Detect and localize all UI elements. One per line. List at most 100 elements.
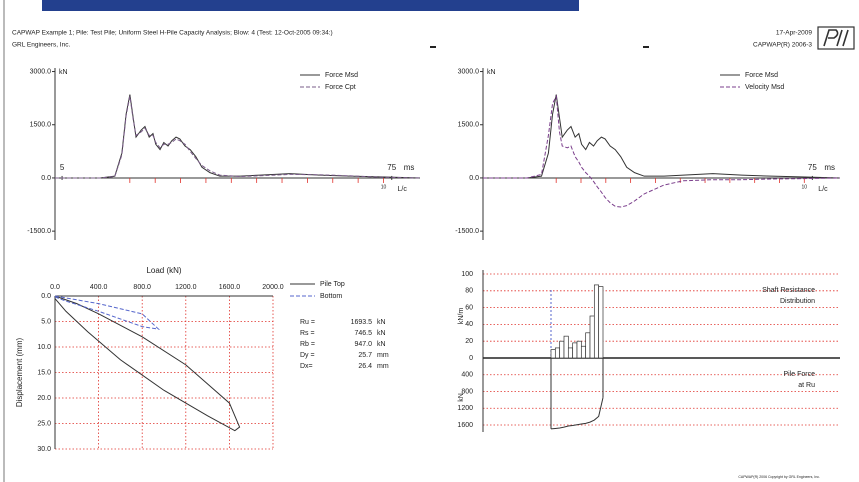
result-label: Ru = [300,319,315,326]
x-tick-label: 0.0 [50,284,60,291]
header-title: CAPWAP Example 1; Pile: Test Pile; Unifo… [12,30,333,37]
y-tick-label: -1500.0 [27,228,51,235]
y-tick-label: 80 [465,288,473,295]
data-line [54,295,161,330]
bar [576,340,582,359]
result-label: Rb = [300,341,315,348]
result-value: 746.5 [354,330,372,337]
y-tick-label: 1500.0 [30,122,52,129]
y-tick-label: 5.0 [41,318,51,325]
series-label: Pile Force [783,371,815,378]
lc-tick-label: 10 [802,184,808,190]
y-tick-label: 30.0 [37,446,51,453]
result-label: Dy = [300,352,315,359]
bar [598,286,604,359]
legend-label: Velocity Msd [745,84,784,91]
y-tick-label: 100 [461,271,473,278]
data-line [54,295,241,432]
y-tick-label: -1500.0 [455,228,479,235]
y-axis-label: kN/m [458,308,465,325]
legend-label: Force Cpt [325,84,356,91]
bar [593,284,600,359]
series-label: Shaft Resistance [762,287,815,294]
logo-box [817,26,855,50]
header-date: 17-Apr-2009 [776,30,813,37]
bar [563,335,569,359]
result-unit: kN [377,319,386,326]
result-value: 1693.5 [351,319,373,326]
data-line [483,94,841,208]
logo [817,26,855,50]
header-bar [42,0,579,11]
bar [550,349,556,359]
header-company: GRL Engineers, Inc. [12,42,70,49]
y-tick-label: 20.0 [37,395,51,402]
y-tick-label: 0.0 [41,175,51,182]
bar [589,315,595,359]
series-label: Distribution [780,298,815,305]
legend-label: Force Msd [745,72,778,79]
y2-axis-label: kN [458,393,465,402]
lc-tick-label: 10 [381,184,387,190]
y-tick-label: 0.0 [469,175,479,182]
force-line [550,397,604,430]
y-tick-label: 3000.0 [458,68,480,75]
legend-label: Force Msd [325,72,358,79]
x-tick-label: 1600.0 [219,284,241,291]
y-tick-label: 15.0 [37,369,51,376]
bar [580,345,587,359]
x-unit: ms [404,163,415,172]
x-tick-label: 75 [808,163,817,172]
lc-label: L/c [398,186,408,193]
y-axis-label: kN [487,69,496,76]
x-tick-label: 400.0 [90,284,108,291]
bar [567,347,574,359]
result-value: 947.0 [354,341,372,348]
y-tick-label: 1500.0 [458,122,480,129]
x-unit: ms [824,163,835,172]
legend-label: Pile Top [320,281,345,288]
series-label: at Ru [798,382,815,389]
header-version: CAPWAP(R) 2006-3 [753,42,812,49]
result-unit: mm [377,352,389,359]
data-line [55,96,421,179]
x-tick-label: 2000.0 [262,284,284,291]
legend-label: Bottom [320,293,342,300]
y2-tick-label: 800 [461,388,473,395]
bar [585,332,591,359]
y2-tick-label: 1600 [457,422,473,429]
y-tick-label: 40 [465,321,473,328]
x-tick-label: 800.0 [133,284,151,291]
y-tick-label: 20 [465,338,473,345]
logo-glyph [823,29,849,47]
bar [554,347,561,359]
result-unit: kN [377,341,386,348]
y2-tick-label: 400 [461,372,473,379]
crop-mark [643,46,649,48]
bar [572,342,578,359]
x-tick-label: 75 [387,163,396,172]
result-value: 26.4 [358,363,372,370]
y-axis-title: Displacement (mm) [15,337,24,407]
bar [559,340,565,359]
y-axis-label: kN [59,69,68,76]
y2-tick-label: 1200 [457,405,473,412]
y-tick-label: 3000.0 [30,68,52,75]
x-tick-label: 1200.0 [175,284,197,291]
crop-mark [430,46,436,48]
x-tick-label: 5 [60,163,65,172]
lc-label: L/c [818,186,828,193]
y-tick-label: 0 [469,355,473,362]
result-unit: mm [377,363,389,370]
result-unit: kN [377,330,386,337]
y-tick-label: 60 [465,304,473,311]
result-value: 25.7 [358,352,372,359]
result-label: Rs = [300,330,315,337]
y-tick-label: 10.0 [37,344,51,351]
y-tick-label: 0.0 [41,293,51,300]
result-label: Dx= [300,363,313,370]
footer: CAPWAP(R) 2006 Copyright by GRL Engineer… [738,475,820,479]
